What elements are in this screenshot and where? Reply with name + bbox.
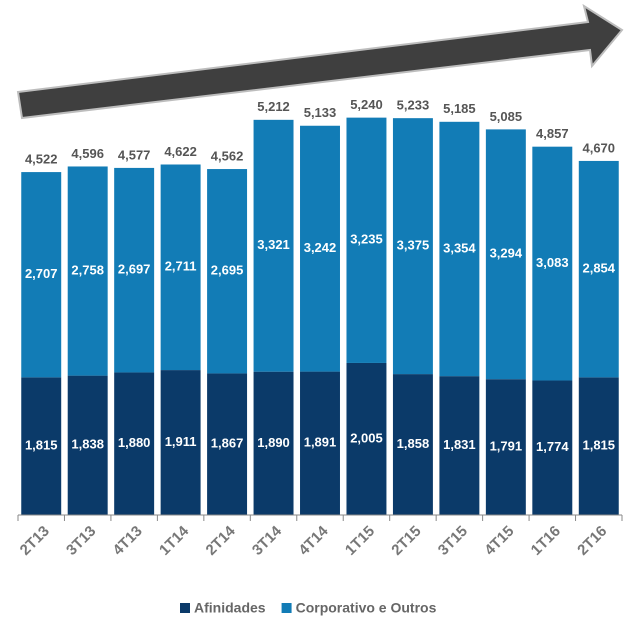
bar-segment xyxy=(392,374,433,515)
segment-label: 3,235 xyxy=(350,232,383,247)
legend-swatch xyxy=(281,603,292,613)
x-tick-label: 2T13 xyxy=(17,523,53,559)
cagr-arrow xyxy=(16,3,624,120)
segment-label: 1,890 xyxy=(257,435,290,450)
total-label: 5,185 xyxy=(443,101,476,116)
total-label: 4,562 xyxy=(211,148,244,163)
x-tick-label: 2T16 xyxy=(574,523,610,559)
segment-label: 1,831 xyxy=(443,437,476,452)
x-tick-label: 4T13 xyxy=(110,523,146,559)
bar-segment xyxy=(253,119,294,372)
total-label: 4,857 xyxy=(536,126,569,141)
segment-label: 3,294 xyxy=(490,246,523,261)
bar-segment xyxy=(392,118,433,375)
bar-segment xyxy=(346,117,387,363)
bar-segment xyxy=(67,166,108,376)
segment-label: 2,758 xyxy=(71,262,104,277)
x-tick-label: 2T15 xyxy=(388,523,424,559)
x-tick-label: 1T15 xyxy=(342,523,378,559)
legend-swatch xyxy=(180,603,190,613)
bar-segment xyxy=(485,129,526,380)
segment-label: 1,774 xyxy=(536,439,569,454)
bar-segment xyxy=(532,146,573,381)
total-label: 5,212 xyxy=(257,99,290,114)
bar-segment xyxy=(160,370,201,515)
bar-segment xyxy=(300,125,340,372)
x-tick-label: 3T14 xyxy=(249,522,286,559)
segment-label: 2,005 xyxy=(350,430,383,445)
x-tick-label: 4T14 xyxy=(295,522,332,559)
bar-segment xyxy=(114,372,155,515)
total-label: 5,085 xyxy=(490,109,523,124)
segment-label: 2,707 xyxy=(25,266,58,281)
x-tick-label: 1T14 xyxy=(156,522,193,559)
bar-segment xyxy=(439,376,480,515)
segment-label: 1,791 xyxy=(490,439,523,454)
segment-label: 2,854 xyxy=(582,261,615,276)
total-label: 4,596 xyxy=(71,146,104,161)
segment-label: 3,354 xyxy=(443,240,476,255)
total-label: 4,622 xyxy=(164,144,197,159)
total-label: 5,133 xyxy=(304,105,337,120)
segment-label: 3,083 xyxy=(536,255,569,270)
segment-label: 1,815 xyxy=(582,438,615,453)
segment-label: 2,697 xyxy=(118,262,151,277)
segment-label: 2,711 xyxy=(165,259,197,274)
bar-segment xyxy=(21,377,62,515)
segment-label: 3,321 xyxy=(257,237,290,252)
legend-label: Corporativo e Outros xyxy=(296,600,437,616)
legend-label: Afinidades xyxy=(194,600,266,616)
total-label: 4,670 xyxy=(582,140,615,155)
x-tick-label: 3T15 xyxy=(435,523,471,559)
bar-segment xyxy=(207,169,248,374)
segment-label: 1,911 xyxy=(165,434,197,449)
bar-segment xyxy=(578,377,619,515)
segment-label: 1,858 xyxy=(397,436,430,451)
segment-label: 1,867 xyxy=(211,436,244,451)
bar-segment xyxy=(253,371,294,515)
segment-label: 3,242 xyxy=(304,240,337,255)
bar-segment xyxy=(207,373,248,515)
segment-label: 1,838 xyxy=(71,437,104,452)
x-tick-label: 3T13 xyxy=(63,523,99,559)
x-tick-label: 2T14 xyxy=(203,522,240,559)
x-tick-label: 4T15 xyxy=(481,523,517,559)
bar-segment xyxy=(578,160,619,378)
segment-label: 1,815 xyxy=(25,438,58,453)
annotation: CAGR: 1,1% xyxy=(286,24,373,51)
total-label: 4,577 xyxy=(118,147,151,162)
total-label: 5,233 xyxy=(397,98,430,113)
bar-segment xyxy=(160,164,201,371)
segment-label: 1,880 xyxy=(118,435,151,450)
bar-segment xyxy=(346,362,387,515)
total-label: 5,240 xyxy=(350,97,383,112)
segment-label: 2,695 xyxy=(211,263,244,278)
total-label: 4,522 xyxy=(25,152,58,167)
bar-segment xyxy=(21,172,62,378)
bar-segment xyxy=(532,380,573,515)
bar-segment xyxy=(114,167,155,373)
x-tick-label: 1T16 xyxy=(528,523,564,559)
bar-segment xyxy=(485,379,526,515)
segment-label: 3,375 xyxy=(397,238,430,253)
segment-label: 1,891 xyxy=(304,435,337,450)
bar-segment xyxy=(300,371,340,515)
bar-segment xyxy=(439,121,480,377)
bar-segment xyxy=(67,375,108,515)
